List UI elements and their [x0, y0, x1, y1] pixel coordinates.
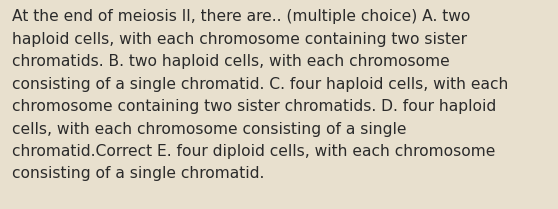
Text: At the end of meiosis II, there are.. (multiple choice) A. two
haploid cells, wi: At the end of meiosis II, there are.. (m… [12, 9, 509, 181]
